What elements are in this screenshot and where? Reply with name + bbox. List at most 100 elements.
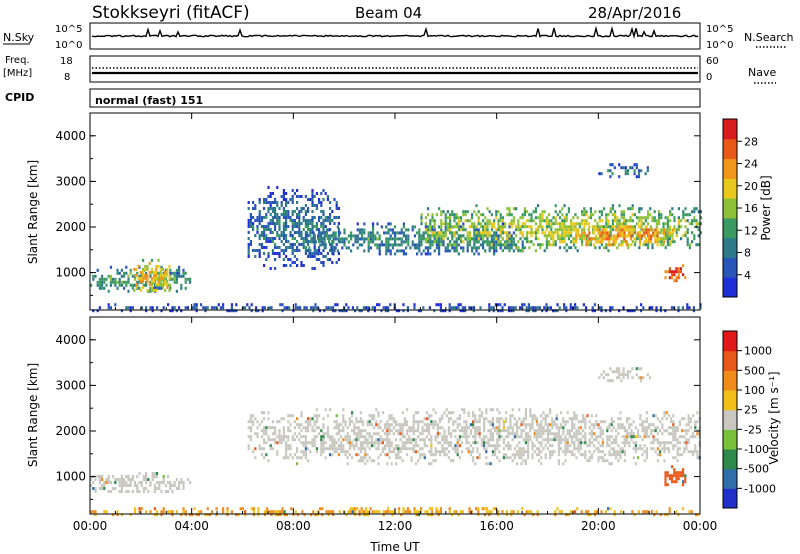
data-cell — [568, 429, 571, 433]
data-cell — [410, 441, 413, 445]
data-cell — [490, 213, 493, 217]
data-cell — [142, 267, 145, 271]
data-cell — [469, 453, 472, 457]
data-cell — [482, 219, 485, 223]
data-cell — [476, 456, 479, 460]
data-cell — [254, 432, 257, 436]
data-cell — [680, 219, 683, 223]
data-cell — [608, 450, 611, 454]
data-cell — [671, 477, 674, 481]
x-tick-label: 20:00 — [581, 519, 616, 533]
data-cell — [353, 447, 356, 451]
data-cell — [491, 408, 494, 412]
data-cell — [676, 450, 679, 454]
data-cell — [672, 414, 675, 418]
data-cell — [450, 513, 453, 517]
data-cell — [341, 246, 344, 250]
data-cell — [428, 462, 431, 466]
data-cell — [583, 237, 587, 241]
data-cell — [465, 435, 468, 439]
data-cell — [437, 510, 440, 514]
data-cell — [507, 435, 510, 439]
data-cell — [450, 306, 453, 310]
data-cell — [674, 228, 677, 232]
data-cell — [280, 231, 283, 234]
data-cell — [477, 219, 480, 223]
data-cell — [533, 444, 536, 448]
data-cell — [123, 481, 126, 484]
data-cell — [520, 456, 523, 460]
data-cell — [593, 309, 596, 313]
data-cell — [637, 376, 641, 380]
data-cell — [502, 426, 505, 430]
data-cell — [523, 246, 526, 250]
data-cell — [98, 487, 101, 490]
data-cell — [311, 222, 314, 225]
data-cell — [355, 438, 358, 442]
data-cell — [623, 450, 626, 454]
data-cell — [282, 417, 285, 421]
data-cell — [375, 420, 378, 424]
data-cell — [615, 376, 619, 380]
data-cell — [653, 216, 656, 220]
data-cell — [636, 231, 639, 235]
data-cell — [293, 249, 296, 252]
data-cell — [302, 216, 305, 219]
data-cell — [656, 459, 659, 463]
data-cell — [391, 231, 394, 235]
data-cell — [473, 240, 476, 244]
data-cell — [92, 481, 95, 484]
data-cell — [545, 243, 548, 247]
data-cell — [579, 426, 582, 430]
data-cell — [686, 240, 689, 244]
data-cell — [354, 507, 357, 511]
data-cell — [131, 283, 134, 287]
data-cell — [598, 306, 601, 310]
data-cell — [153, 507, 156, 511]
data-cell — [465, 438, 468, 442]
data-cell — [362, 441, 365, 445]
data-cell — [493, 243, 496, 247]
data-cell — [650, 432, 653, 436]
data-cell — [518, 435, 521, 439]
data-cell — [484, 225, 487, 229]
data-cell — [258, 447, 261, 451]
data-cell — [614, 237, 617, 241]
data-cell — [180, 309, 183, 313]
data-cell — [623, 426, 626, 430]
data-cell — [406, 309, 409, 313]
data-cell — [166, 270, 169, 274]
data-cell — [94, 490, 97, 493]
data-cell — [515, 228, 518, 232]
data-cell — [448, 309, 451, 313]
data-cell — [257, 309, 260, 313]
data-cell — [699, 216, 702, 220]
data-cell — [527, 423, 530, 427]
data-cell — [405, 234, 408, 238]
data-cell — [561, 234, 564, 238]
data-cell — [420, 213, 423, 217]
data-cell — [691, 240, 694, 244]
data-cell — [142, 490, 145, 493]
data-cell — [696, 411, 699, 415]
data-cell — [309, 450, 312, 454]
data-cell — [313, 441, 316, 445]
data-cell — [377, 411, 380, 415]
data-cell — [429, 246, 432, 250]
data-cell — [498, 423, 501, 427]
data-cell — [671, 231, 675, 235]
data-cell — [568, 435, 571, 439]
data-cell — [311, 252, 314, 255]
data-cell — [605, 243, 609, 247]
data-cell — [540, 450, 543, 454]
data-cell — [494, 447, 497, 451]
data-cell — [449, 240, 452, 244]
data-cell — [460, 237, 463, 241]
data-cell — [427, 213, 430, 217]
data-cell — [428, 507, 431, 511]
data-cell — [171, 271, 174, 275]
data-cell — [608, 438, 611, 442]
data-cell — [571, 429, 574, 433]
data-cell — [565, 234, 568, 238]
data-cell — [697, 513, 700, 517]
